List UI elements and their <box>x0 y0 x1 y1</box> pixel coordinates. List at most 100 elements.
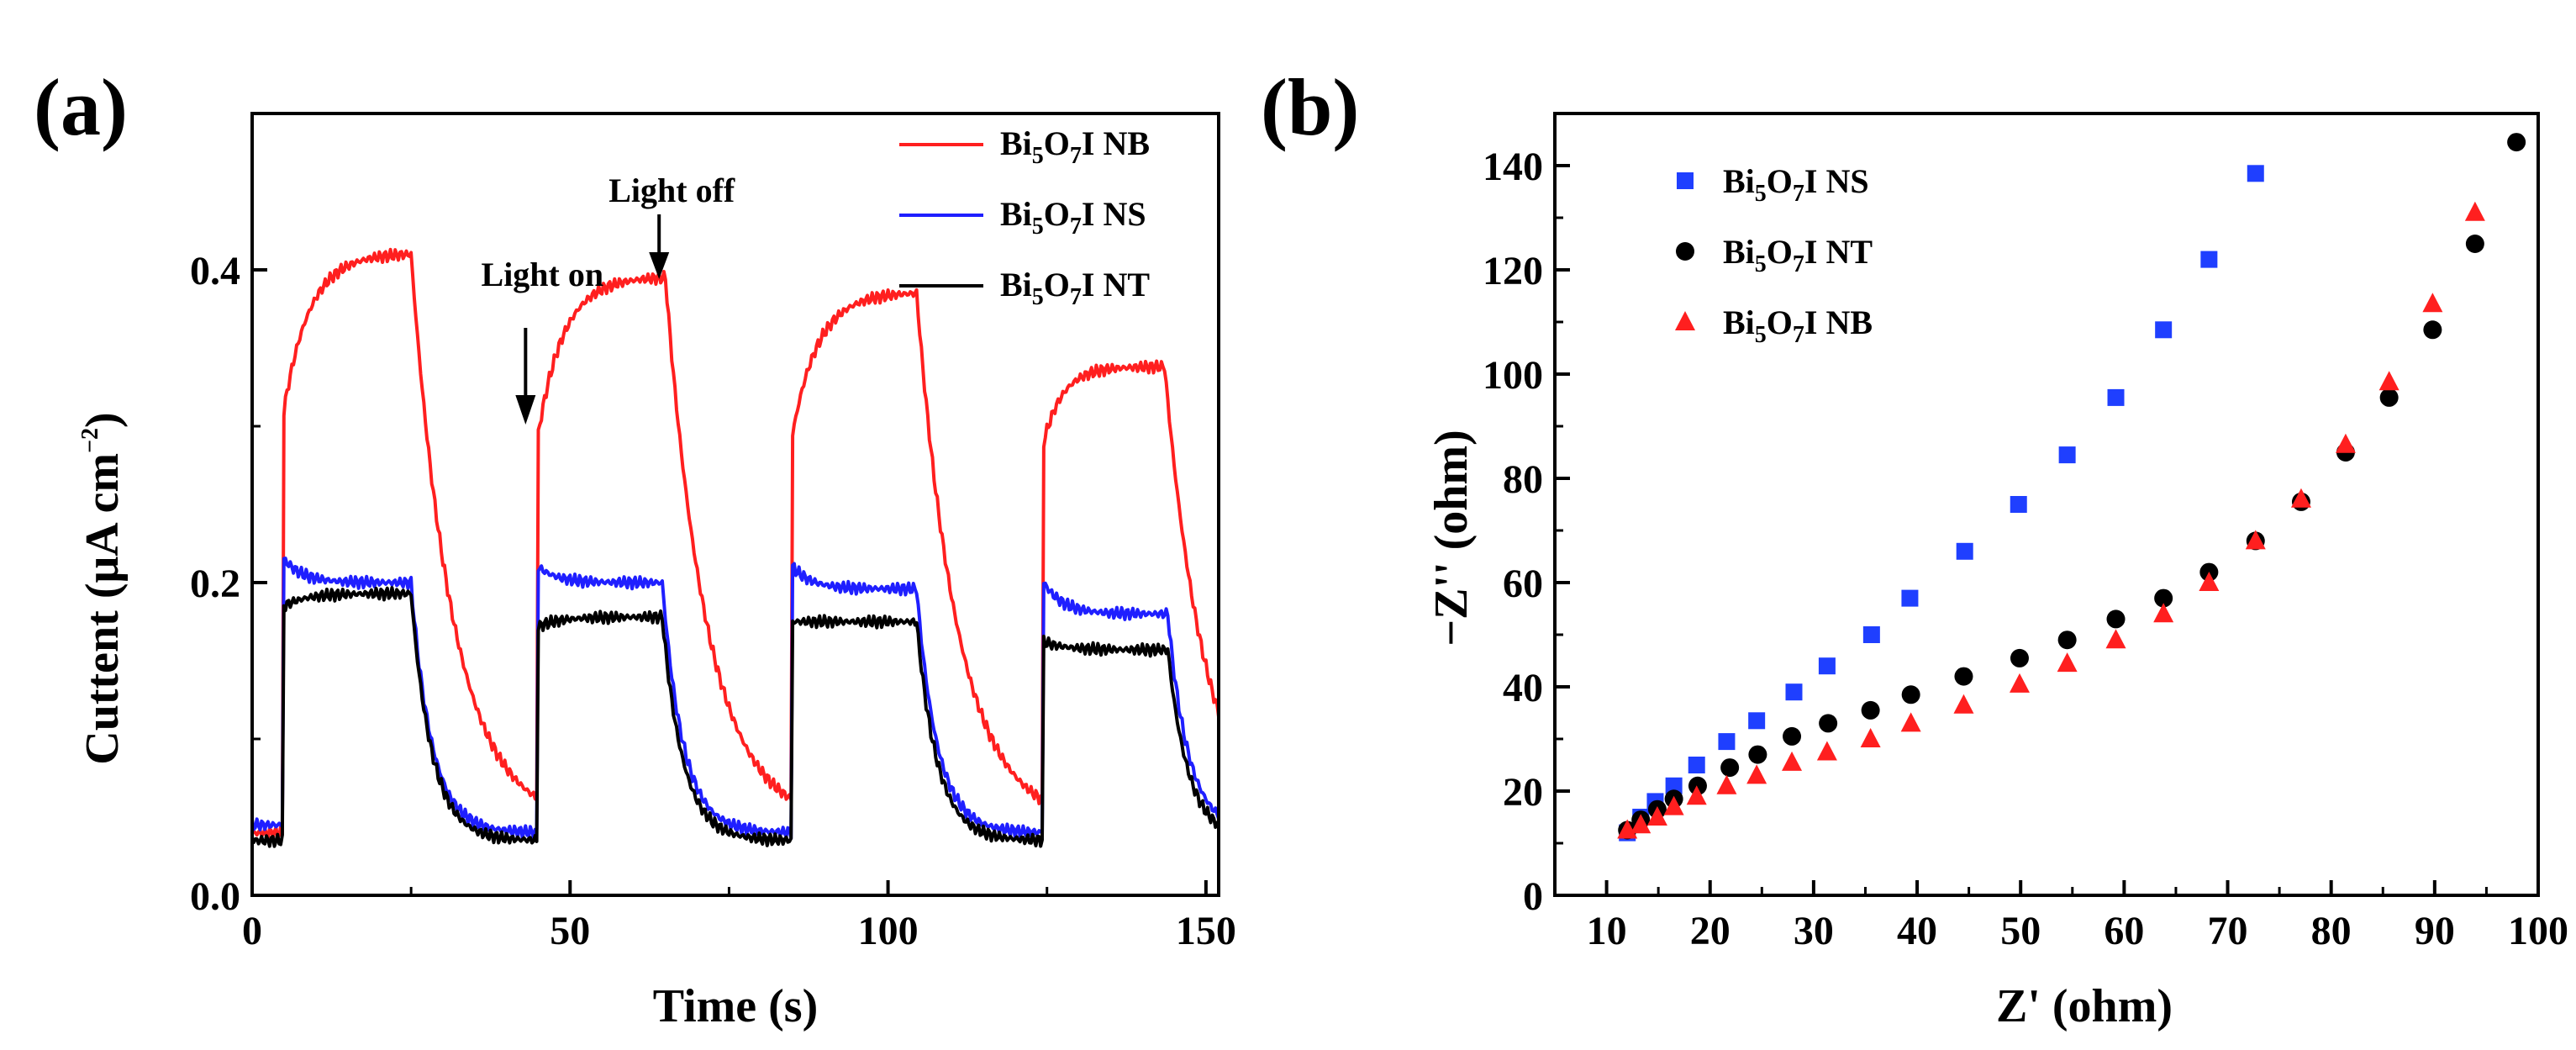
legend-marker-nt <box>1676 242 1694 261</box>
data-point-ns-8 <box>1818 657 1836 675</box>
legend-label-nt-o: O <box>1044 266 1070 303</box>
data-point-nb-8 <box>1816 741 1837 761</box>
legend-label-nt: Bi5O7I NT <box>1000 266 1150 310</box>
legend-label-ns-o: O <box>1044 195 1070 233</box>
data-point-ns-15 <box>2155 321 2173 339</box>
y-tick-label-140: 140 <box>1483 145 1543 189</box>
data-point-nt-8 <box>1819 714 1838 733</box>
legend-label-nb: Bi5O7I NB <box>1723 303 1873 348</box>
panel-b-frame <box>1553 112 2540 897</box>
legend-label-nb-sub7: 7 <box>1070 143 1082 169</box>
data-point-ns-12 <box>2010 496 2027 513</box>
x-tick-label-10: 10 <box>1587 909 1627 953</box>
data-point-nt-22 <box>2465 235 2484 253</box>
panel-a: (a) 0 50 100 150 0.0 0.2 0.4 Time (s) Cuttent … <box>34 62 1236 1032</box>
legend-label-nb-sub5: 5 <box>1755 322 1767 348</box>
legend-label-ns-sub7: 7 <box>1070 214 1082 240</box>
legend-label-nt-sub7: 7 <box>1793 251 1804 277</box>
light-on-arrow-head <box>515 395 536 425</box>
series-line-ns <box>250 557 1220 841</box>
x-tick-label-100: 100 <box>2508 909 2568 953</box>
legend-label-nt-o: O <box>1767 233 1793 271</box>
data-point-nb-16 <box>2199 572 2220 591</box>
data-point-nb-10 <box>1900 712 1921 732</box>
data-point-ns-9 <box>1862 626 1880 643</box>
data-point-nb-7 <box>1782 751 1803 771</box>
data-point-nt-5 <box>1720 758 1740 778</box>
x-tick-label-50: 50 <box>550 909 590 953</box>
legend-label-nt-bi: Bi <box>1723 233 1755 271</box>
data-point-nb-2 <box>1646 806 1667 826</box>
data-point-nt-10 <box>1901 685 1920 704</box>
data-point-nb-13 <box>2057 652 2078 673</box>
legend-label-nb-sub7: 7 <box>1793 322 1804 348</box>
x-tick-label-40: 40 <box>1897 909 1937 953</box>
panel-b-y-axis-label: −Z'' (ohm) <box>1425 430 1478 646</box>
data-point-ns-4 <box>1688 757 1705 773</box>
data-point-nb-17 <box>2245 530 2266 550</box>
legend-marker-nb <box>1675 311 1695 330</box>
data-point-ns-13 <box>2058 446 2076 464</box>
data-point-nb-20 <box>2378 371 2400 391</box>
annotation-light-on: Light on <box>482 256 604 293</box>
data-point-nb-12 <box>2009 673 2030 693</box>
data-point-nb-1 <box>1630 814 1651 834</box>
data-point-nb-19 <box>2335 433 2356 453</box>
data-point-nt-4 <box>1688 776 1707 795</box>
y-tick-label-20: 20 <box>1503 770 1543 815</box>
data-point-nb-22 <box>2464 201 2485 221</box>
data-point-ns-5 <box>1718 733 1736 751</box>
data-point-ns-7 <box>1785 683 1803 701</box>
legend-label-nb-suffix: I NB <box>1082 124 1150 162</box>
legend-label-nt-sub5: 5 <box>1755 251 1767 277</box>
data-point-ns-14 <box>2107 388 2125 406</box>
panel-a-frame <box>250 112 1220 897</box>
x-tick-label-70: 70 <box>2208 909 2248 953</box>
panel-a-y-axis-label: Cuttent (μA cm−2) <box>76 412 129 764</box>
legend-label-ns-sub7: 7 <box>1793 181 1804 207</box>
data-point-ns-16 <box>2200 251 2218 268</box>
legend-label-nb-o: O <box>1767 303 1793 341</box>
legend-label-ns-bi: Bi <box>1000 195 1032 233</box>
y-tick-label-0: 0 <box>1523 874 1543 919</box>
legend-label-ns-suffix: I NS <box>1804 162 1869 200</box>
panel-b-label: (b) <box>1261 62 1359 152</box>
series-line-nt <box>250 586 1220 848</box>
data-point-nb-5 <box>1716 774 1737 794</box>
data-point-ns-6 <box>1748 712 1766 730</box>
legend-label-nb-bi: Bi <box>1000 124 1032 162</box>
y-tick-label-100: 100 <box>1483 353 1543 398</box>
legend-label-nb-o: O <box>1044 124 1070 162</box>
data-point-nt-14 <box>2106 609 2126 629</box>
data-point-nb-0 <box>1617 819 1638 839</box>
legend-label-ns-sub5: 5 <box>1032 214 1044 240</box>
data-point-nt-12 <box>2010 648 2029 667</box>
panel-a-label: (a) <box>34 62 128 152</box>
legend-label-ns-sub5: 5 <box>1755 181 1767 207</box>
x-tick-label-100: 100 <box>858 909 919 953</box>
legend-label-nt-suffix: I NT <box>1082 266 1150 303</box>
legend-label-nt: Bi5O7I NT <box>1723 233 1873 277</box>
y-tick-label-2: 0.4 <box>190 249 240 293</box>
data-point-nt-11 <box>1954 667 1973 686</box>
y-tick-label-80: 80 <box>1503 457 1543 502</box>
data-point-nb-15 <box>2153 603 2174 623</box>
x-tick-label-60: 60 <box>2104 909 2144 953</box>
data-point-nb-18 <box>2290 488 2311 508</box>
data-point-ns-3 <box>1665 777 1683 794</box>
y-tick-label-0: 0.0 <box>190 874 240 919</box>
panel-a-y-label-exponent: −2 <box>77 428 103 453</box>
data-point-nt-13 <box>2057 631 2077 650</box>
panel-a-y-label-unit: (μA cm <box>76 453 129 599</box>
x-tick-label-50: 50 <box>2000 909 2041 953</box>
data-point-nt-9 <box>1861 700 1880 720</box>
y-tick-label-120: 120 <box>1483 249 1543 293</box>
data-point-nt-20 <box>2379 388 2399 407</box>
data-point-nt-23 <box>2507 133 2526 152</box>
panel-a-axes: 0 50 100 150 0.0 0.2 0.4 <box>190 112 1236 953</box>
series-line-nb <box>250 247 1220 841</box>
panel-a-annotations: Light on Light off <box>482 171 735 425</box>
panel-b-points <box>1617 133 2526 842</box>
